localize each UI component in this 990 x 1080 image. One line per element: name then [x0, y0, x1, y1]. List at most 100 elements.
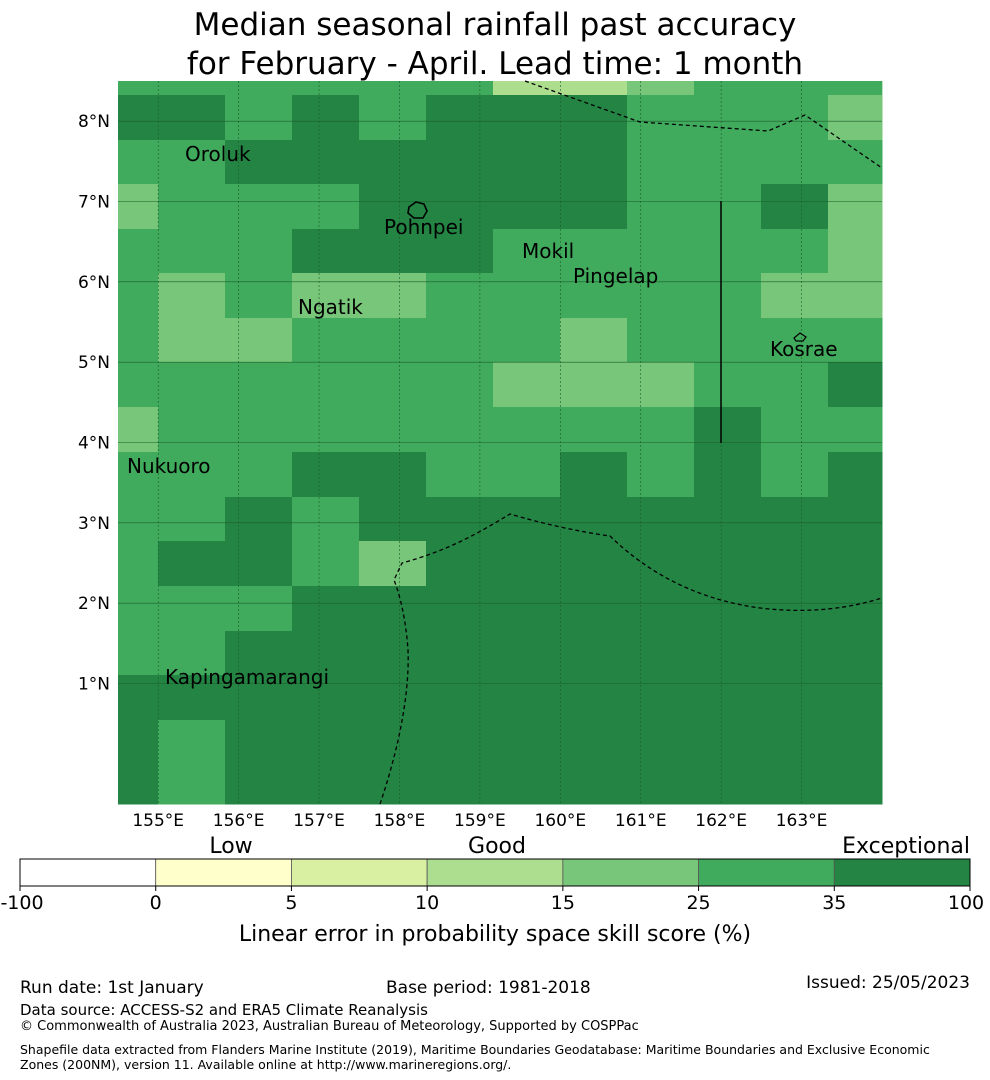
skill-grid-cell	[426, 184, 494, 230]
skill-grid-cell	[828, 407, 883, 453]
skill-grid-cell	[292, 362, 360, 408]
legend-category-low: Low	[209, 834, 252, 859]
skill-grid-cell	[761, 184, 829, 230]
skill-grid-cell	[560, 362, 628, 408]
skill-grid-cell	[560, 184, 628, 230]
place-label-ngatik: Ngatik	[298, 295, 363, 319]
place-label-pohnpei: Pohnpei	[384, 215, 464, 239]
skill-grid-cell	[828, 273, 883, 319]
skill-grid-cell	[359, 184, 427, 230]
skill-grid-cell	[292, 541, 360, 587]
longitude-tick-label: 163°E	[776, 811, 828, 831]
skill-grid-cell	[158, 140, 226, 185]
skill-grid-cell	[158, 631, 226, 676]
skill-grid-cell	[426, 318, 494, 363]
colorbar-tick-label: 100	[948, 892, 984, 914]
skill-grid-cell	[828, 497, 883, 542]
skill-grid-cell	[426, 720, 494, 766]
longitude-tick-label: 156°E	[213, 811, 265, 831]
colorbar-tick-label: -100	[0, 892, 43, 914]
skill-grid-cell	[225, 362, 293, 408]
skill-grid-cell	[761, 765, 829, 805]
skill-grid-cell	[828, 229, 883, 274]
place-label-oroluk: Oroluk	[185, 142, 251, 166]
skill-grid-cell	[493, 318, 561, 363]
eez-boundaries	[379, 80, 883, 805]
skill-grid-cell	[694, 586, 762, 632]
legend-category-exceptional: Exceptional	[842, 834, 970, 859]
issued-date: Issued: 25/05/2023	[806, 973, 970, 993]
skill-grid-cell	[694, 140, 762, 185]
skill-grid-cell	[560, 407, 628, 453]
skill-grid-cell	[627, 631, 695, 676]
title-line-1: Median seasonal rainfall past accuracy	[193, 7, 797, 43]
shapefile-credit: Shapefile data extracted from Flanders M…	[20, 1042, 930, 1072]
colorbar-tick-label: 0	[150, 892, 162, 914]
longitude-tick-label: 160°E	[534, 811, 586, 831]
skill-grid-cell	[627, 140, 695, 185]
skill-grid-cell	[292, 586, 360, 632]
skill-grid-cell	[292, 497, 360, 542]
skill-grid-cell	[627, 184, 695, 230]
skill-grid-cell	[292, 765, 360, 805]
skill-grid-cell	[426, 273, 494, 319]
skill-grid-cell	[627, 318, 695, 363]
colorbar-bin	[155, 858, 292, 887]
longitude-tick-label: 157°E	[293, 811, 345, 831]
skill-grid-cell	[694, 497, 762, 542]
skill-grid-cell	[694, 765, 762, 805]
longitude-tick-label: 155°E	[132, 811, 184, 831]
skill-grid-cell	[694, 407, 762, 453]
skill-grid-cell	[828, 95, 883, 141]
skill-grid-cell	[359, 675, 427, 721]
legend: Low Good Exceptional -100 0 5 10 15 25 35 100 L…	[0, 834, 984, 947]
colorbar-bin	[426, 858, 564, 887]
colorbar	[19, 858, 971, 887]
latitude-tick-label: 7°N	[78, 193, 110, 213]
skill-grid-cell	[225, 586, 293, 632]
title-line-2: for February - April. Lead time: 1 month	[186, 46, 804, 82]
skill-grid-cell	[158, 362, 226, 408]
skill-grid-cell	[158, 407, 226, 453]
skill-grid-cell	[560, 229, 628, 274]
skill-grid-cell	[359, 631, 427, 676]
skill-grid	[118, 81, 883, 805]
colorbar-tick-label: 5	[285, 892, 297, 914]
colorbar-frame	[19, 858, 971, 887]
skill-grid-cell	[118, 675, 159, 721]
map-figure: 155°E 156°E 157°E 158°E 159°E 160°E 161°E 162°E…	[0, 80, 984, 947]
skill-grid-cell	[627, 586, 695, 632]
skill-grid-cell	[761, 675, 829, 721]
skill-grid-cell	[225, 765, 293, 805]
longitude-tick-label: 159°E	[454, 811, 506, 831]
colorbar-bin	[698, 858, 835, 887]
base-period: Base period: 1981-2018	[386, 978, 591, 998]
place-labels: Oroluk Pohnpei Mokil Pingelap Ngatik Kos…	[127, 142, 838, 689]
skill-grid-cell	[828, 362, 883, 408]
skill-grid-cell	[359, 95, 427, 141]
skill-grid-cell	[493, 95, 561, 141]
skill-grid-cell	[761, 497, 829, 542]
skill-grid-cell	[694, 318, 762, 363]
skill-grid-cell	[426, 362, 494, 408]
skill-grid-cell	[118, 452, 159, 498]
longitude-tick-label: 161°E	[615, 811, 667, 831]
skill-grid-cell	[158, 586, 226, 632]
skill-grid-cell	[118, 184, 159, 230]
skill-grid-cell	[493, 765, 561, 805]
skill-grid-cell	[426, 631, 494, 676]
skill-grid-cell	[828, 184, 883, 230]
skill-grid-cell	[761, 362, 829, 408]
skill-grid-cell	[292, 318, 360, 363]
place-label-mokil: Mokil	[522, 239, 574, 263]
skill-grid-cell	[292, 95, 360, 141]
skill-grid-cell	[761, 407, 829, 453]
skill-grid-cell	[359, 765, 427, 805]
skill-grid-cell	[118, 541, 159, 587]
skill-grid-cell	[627, 541, 695, 587]
latitude-tick-label: 8°N	[78, 112, 110, 132]
skill-grid-cell	[225, 318, 293, 363]
place-label-nukuoro: Nukuoro	[127, 454, 211, 478]
longitude-tick-label: 162°E	[695, 811, 747, 831]
skill-grid-cell	[493, 407, 561, 453]
